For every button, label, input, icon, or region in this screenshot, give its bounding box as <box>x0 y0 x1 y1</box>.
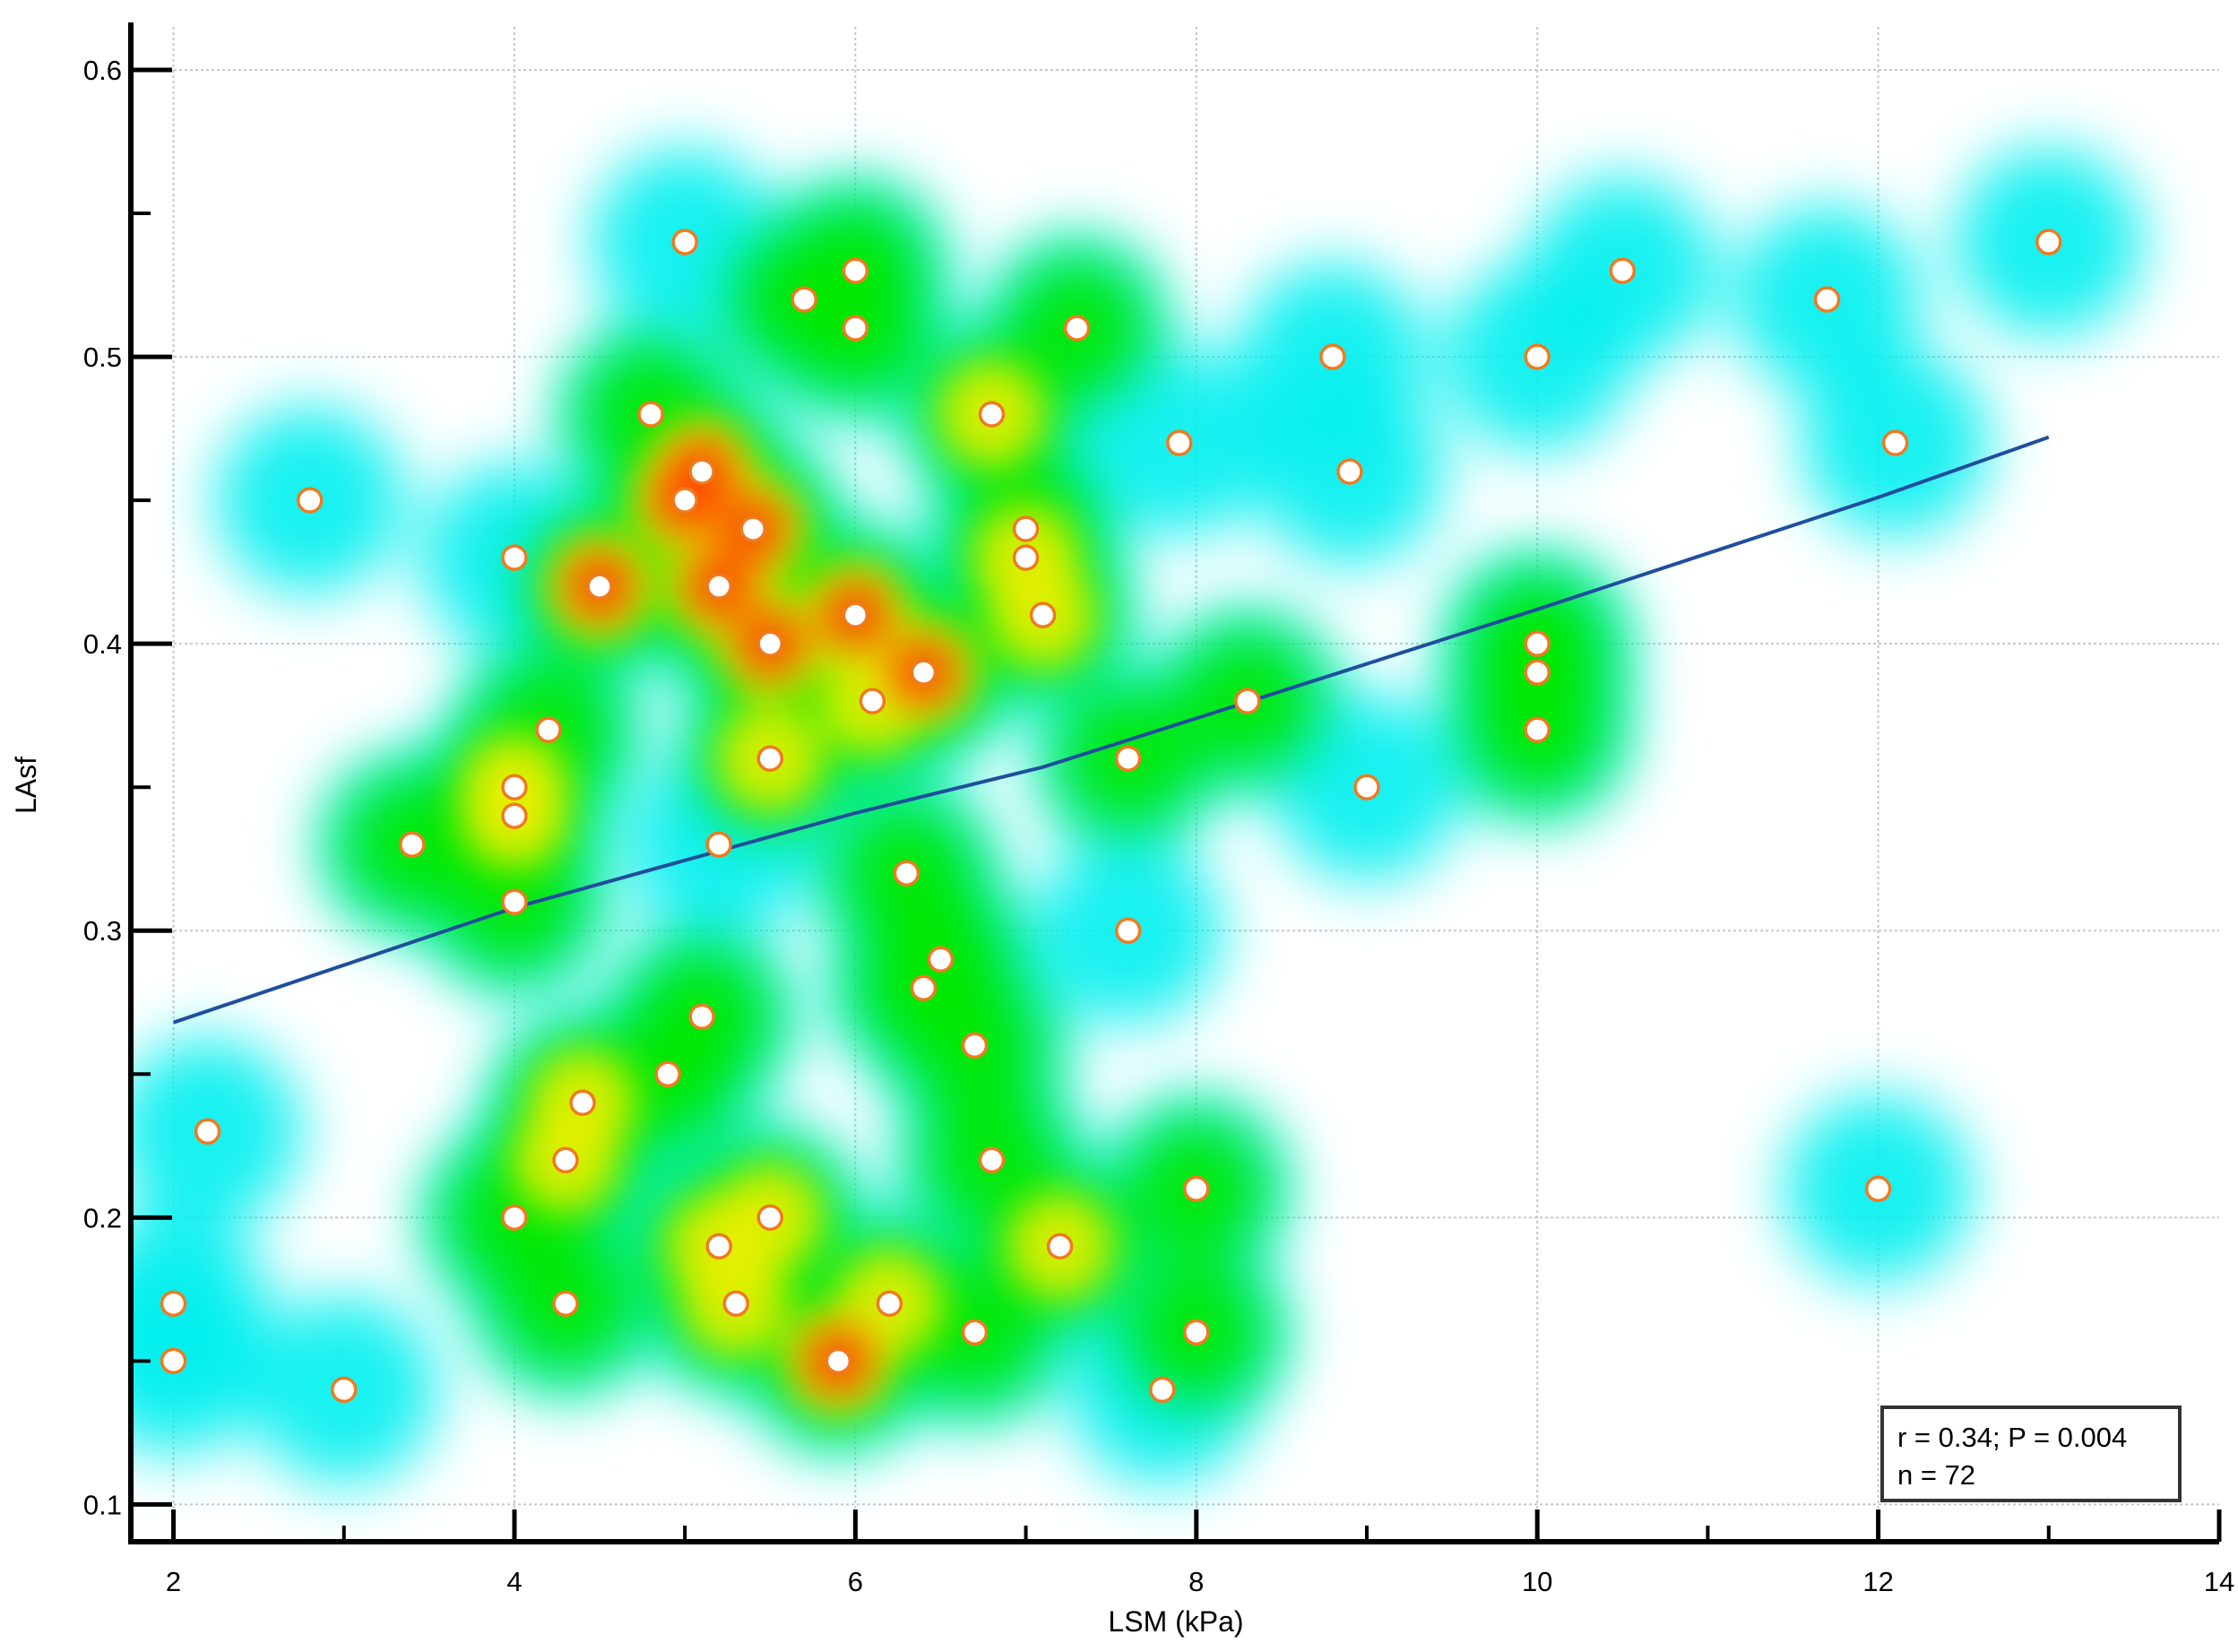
data-point <box>791 286 818 313</box>
data-point <box>501 802 528 829</box>
data-point <box>1183 1175 1210 1203</box>
data-point <box>859 688 886 714</box>
data-point <box>1609 257 1637 284</box>
data-point <box>825 1347 852 1375</box>
x-axis-label: LSM (kPa) <box>1108 1605 1243 1638</box>
data-point <box>1046 1233 1074 1260</box>
data-point <box>160 1290 187 1318</box>
data-point <box>2035 229 2062 255</box>
data-point <box>978 1146 1006 1174</box>
data-point <box>637 401 664 428</box>
data-point <box>654 1060 681 1088</box>
data-point <box>1012 515 1040 542</box>
data-point <box>586 573 613 600</box>
data-point <box>756 1204 784 1232</box>
stats-annotation-box: r = 0.34; P = 0.004 n = 72 <box>1880 1405 2182 1502</box>
data-point <box>535 716 562 743</box>
data-point <box>705 573 732 600</box>
y-tick-label: 0.3 <box>83 915 122 947</box>
data-point <box>842 601 869 628</box>
data-point <box>501 774 528 800</box>
data-point <box>1524 343 1551 370</box>
data-point <box>927 946 955 973</box>
data-point <box>501 544 528 571</box>
data-point <box>552 1146 579 1174</box>
data-point <box>552 1290 579 1318</box>
data-point <box>893 860 920 887</box>
data-point <box>1114 745 1142 772</box>
data-point <box>705 1233 732 1260</box>
x-tick-label: 8 <box>1188 1566 1204 1597</box>
data-point <box>1319 343 1346 370</box>
scatter-points <box>160 229 2062 1404</box>
y-tick-label: 0.6 <box>83 55 122 86</box>
regression-line <box>172 435 2050 1025</box>
data-point <box>756 630 784 657</box>
data-point <box>1012 544 1040 571</box>
data-point <box>1813 286 1841 313</box>
y-tick-label: 0.1 <box>83 1489 122 1520</box>
data-point <box>722 1290 749 1318</box>
y-tick-label: 0.4 <box>83 628 122 660</box>
data-point <box>1183 1319 1210 1346</box>
x-tick-label: 14 <box>2204 1566 2234 1597</box>
y-axis-label: LAsf <box>10 757 42 814</box>
data-point <box>194 1118 221 1146</box>
data-point <box>331 1376 358 1404</box>
data-point <box>501 1204 528 1232</box>
data-point <box>1524 630 1551 657</box>
data-point <box>296 487 324 514</box>
data-point <box>569 1089 596 1117</box>
axes <box>128 22 2222 1544</box>
data-point <box>1166 429 1193 456</box>
data-point <box>1114 917 1142 944</box>
density-heatmap <box>131 148 2143 1484</box>
stats-annotation-line2: n = 72 <box>1897 1459 1975 1491</box>
data-point <box>1864 1175 1892 1203</box>
x-tick-label: 2 <box>166 1566 181 1597</box>
data-point <box>1063 315 1091 342</box>
data-point <box>910 974 938 1002</box>
x-tick-label: 12 <box>1862 1566 1893 1597</box>
y-tick-label: 0.2 <box>83 1202 122 1233</box>
data-point <box>1336 458 1363 485</box>
data-point <box>160 1347 187 1375</box>
data-point <box>1234 688 1261 714</box>
data-point <box>705 831 732 858</box>
data-point <box>961 1032 989 1060</box>
x-tick-label: 10 <box>1522 1566 1552 1597</box>
data-point <box>842 257 869 284</box>
data-point <box>961 1319 989 1346</box>
x-tick-label: 6 <box>848 1566 863 1597</box>
data-point <box>1524 716 1551 743</box>
data-point <box>671 229 698 255</box>
data-point <box>1524 659 1551 686</box>
data-point <box>671 487 698 514</box>
regression-line-group <box>172 435 2050 1025</box>
data-point <box>688 458 715 485</box>
data-point <box>501 888 528 915</box>
data-point <box>399 831 426 858</box>
data-point <box>978 401 1006 428</box>
data-point <box>756 745 784 772</box>
y-tick-label: 0.5 <box>83 342 122 373</box>
density-low-blob <box>131 1267 268 1456</box>
data-point <box>910 659 938 686</box>
data-point <box>1148 1376 1176 1404</box>
data-point <box>1029 601 1057 628</box>
data-point <box>876 1290 903 1318</box>
tick-labels: 2 4 6 8 10 12 14 0.1 0.2 0.3 0.4 0.5 0.6 <box>83 55 2234 1597</box>
data-point <box>1881 429 1909 456</box>
x-tick-label: 4 <box>506 1566 522 1597</box>
data-point <box>688 1003 715 1031</box>
data-point <box>842 315 869 342</box>
data-point <box>739 515 766 542</box>
stats-annotation-line1: r = 0.34; P = 0.004 <box>1897 1422 2127 1453</box>
data-point <box>1353 774 1380 800</box>
